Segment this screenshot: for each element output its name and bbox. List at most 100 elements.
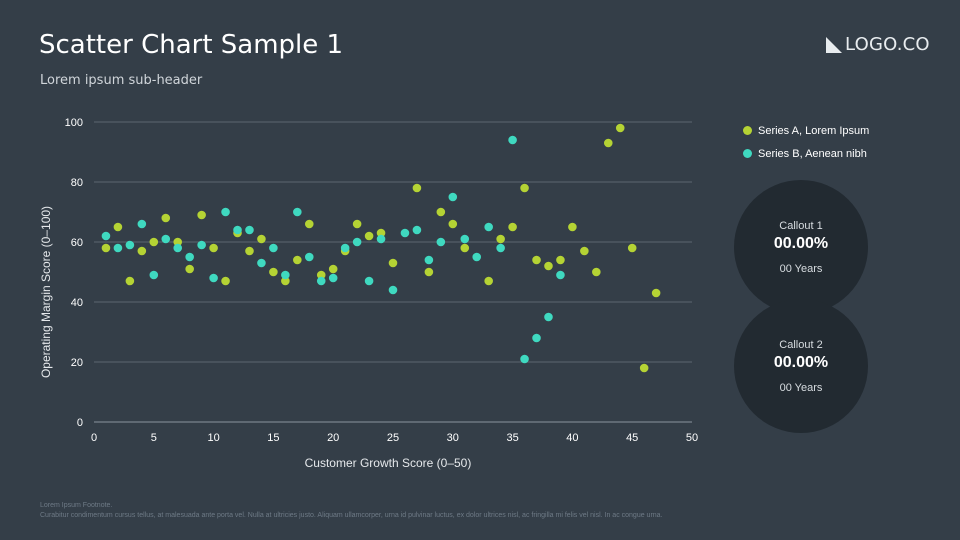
data-point-series-a	[376, 228, 386, 238]
data-point-series-b	[448, 192, 458, 202]
data-point-series-a	[568, 222, 577, 232]
footnote-title: Lorem Ipsum Footnote.	[40, 502, 113, 509]
data-point-series-b	[233, 225, 242, 235]
data-point-series-a	[580, 246, 589, 256]
data-point-series-a	[149, 237, 159, 247]
data-point-series-a	[101, 243, 111, 253]
legend-item-series-a: Series A, Lorem Ipsum	[743, 119, 869, 142]
data-point-series-a	[651, 288, 661, 298]
data-point-series-b	[376, 234, 386, 244]
page-subtitle: Lorem ipsum sub-header	[40, 73, 203, 88]
y-axis-title: Operating Margin Score (0–100)	[39, 206, 53, 378]
data-point-series-a	[544, 261, 553, 271]
x-tick-label: 20	[327, 432, 339, 444]
data-point-series-b	[304, 252, 314, 262]
callout-1: Callout 1 00.00% 00 Years	[734, 180, 868, 314]
y-tick-label: 0	[77, 417, 83, 429]
data-point-series-b	[245, 225, 254, 235]
data-point-series-a	[125, 276, 135, 286]
callout-1-value: 00.00%	[773, 234, 829, 252]
data-point-series-a	[615, 123, 625, 133]
data-point-series-b	[400, 228, 410, 238]
data-point-series-a	[245, 246, 254, 256]
y-tick-label: 100	[65, 117, 83, 129]
legend-marker-series-b	[743, 149, 752, 158]
x-tick-label: 35	[506, 432, 518, 444]
data-point-series-a	[352, 219, 362, 229]
data-point-series-a	[460, 243, 470, 253]
data-point-series-a	[257, 234, 266, 244]
data-point-series-b	[352, 237, 362, 247]
footnote: Lorem Ipsum Footnote. Curabitur condimen…	[40, 501, 900, 521]
data-point-series-a	[293, 255, 302, 265]
data-point-series-b	[340, 243, 350, 253]
data-point-series-a	[639, 363, 649, 373]
data-point-series-a	[113, 222, 123, 232]
data-point-series-a	[532, 255, 541, 265]
data-point-series-b	[472, 252, 482, 262]
callout-2-label: Callout 2	[779, 338, 823, 351]
x-tick-label: 40	[566, 432, 578, 444]
data-point-series-a	[520, 183, 529, 193]
data-point-series-a	[627, 243, 637, 253]
data-point-series-b	[269, 243, 278, 253]
x-tick-label: 30	[447, 432, 459, 444]
data-point-series-a	[603, 138, 613, 148]
data-point-series-b	[257, 258, 266, 268]
x-tick-label: 0	[91, 432, 97, 444]
data-point-series-b	[484, 222, 493, 232]
data-point-series-b	[364, 276, 374, 286]
callout-2-value: 00.00%	[773, 353, 829, 371]
data-point-series-b	[460, 234, 470, 244]
y-tick-label: 80	[71, 177, 83, 189]
callout-1-label: Callout 1	[779, 219, 823, 232]
x-tick-label: 45	[626, 432, 638, 444]
data-point-series-a	[269, 267, 278, 277]
data-point-series-a	[185, 264, 194, 274]
callout-2-sub: 00 Years	[779, 381, 823, 394]
x-tick-label: 25	[387, 432, 399, 444]
data-point-series-b	[113, 243, 123, 253]
data-point-series-a	[412, 183, 422, 193]
data-point-series-a	[364, 231, 374, 241]
data-point-series-b	[209, 273, 218, 283]
data-point-series-a	[496, 234, 505, 244]
data-point-series-b	[328, 273, 338, 283]
data-point-series-a	[556, 255, 565, 265]
logo-triangle-icon	[826, 36, 842, 53]
x-tick-label: 15	[267, 432, 279, 444]
legend-label-series-b: Series B, Aenean nibh	[758, 147, 867, 160]
data-point-series-b	[316, 276, 326, 286]
data-point-series-a	[173, 237, 183, 247]
data-point-series-b	[137, 219, 147, 229]
data-point-series-b	[436, 237, 446, 247]
data-point-series-a	[281, 276, 290, 286]
data-point-series-a	[424, 267, 434, 277]
data-point-series-a	[592, 267, 601, 277]
data-point-series-a	[436, 207, 446, 217]
callout-2: Callout 2 00.00% 00 Years	[734, 299, 868, 433]
data-point-series-a	[221, 276, 230, 286]
data-point-series-b	[185, 252, 194, 262]
data-point-series-b	[293, 207, 302, 217]
data-point-series-a	[209, 243, 218, 253]
data-point-series-b	[388, 285, 398, 295]
data-point-series-b	[520, 354, 529, 364]
data-point-series-a	[328, 264, 338, 274]
legend-label-series-a: Series A, Lorem Ipsum	[758, 124, 870, 137]
data-point-series-b	[221, 207, 230, 217]
data-point-series-a	[197, 210, 206, 220]
page-title: Scatter Chart Sample 1	[39, 30, 344, 60]
legend-marker-series-a	[743, 126, 752, 135]
data-point-series-b	[424, 255, 434, 265]
data-point-series-a	[161, 213, 171, 223]
x-tick-label: 50	[686, 432, 698, 444]
legend-item-series-b: Series B, Aenean nibh	[743, 142, 869, 165]
callout-1-sub: 00 Years	[779, 262, 823, 275]
y-tick-label: 20	[71, 357, 83, 369]
data-point-series-b	[125, 240, 135, 250]
data-point-series-a	[304, 219, 314, 229]
x-axis-title: Customer Growth Score (0–50)	[305, 456, 472, 470]
data-point-series-a	[484, 276, 493, 286]
